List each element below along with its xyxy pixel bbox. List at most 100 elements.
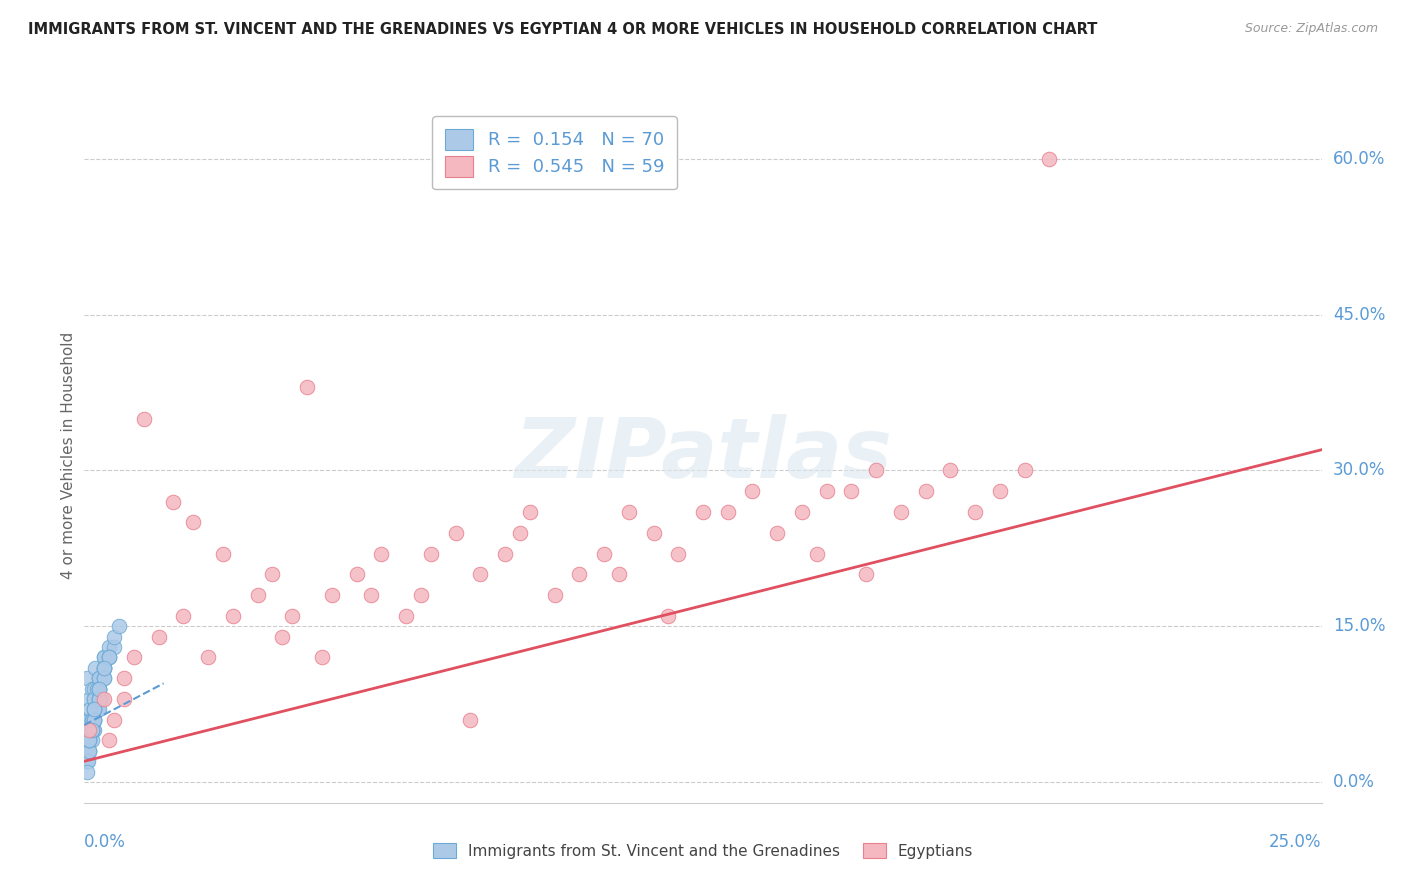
Point xyxy=(84,661,107,675)
Point xyxy=(83,723,105,738)
Text: 0.0%: 0.0% xyxy=(1333,773,1375,791)
Point xyxy=(103,630,125,644)
Y-axis label: 4 or more Vehicles in Household: 4 or more Vehicles in Household xyxy=(60,331,76,579)
Point xyxy=(89,692,111,706)
Point xyxy=(83,713,105,727)
Point xyxy=(89,671,111,685)
Point xyxy=(89,681,111,696)
Point xyxy=(93,661,115,675)
Point xyxy=(83,713,105,727)
Point xyxy=(1038,152,1060,166)
Point xyxy=(79,733,101,747)
Point xyxy=(509,525,531,540)
Point xyxy=(93,671,115,685)
Point xyxy=(409,588,432,602)
Point xyxy=(360,588,382,602)
Point xyxy=(321,588,343,602)
Point xyxy=(98,650,121,665)
Point xyxy=(122,650,145,665)
Point xyxy=(89,671,111,685)
Point xyxy=(112,692,135,706)
Point xyxy=(395,608,418,623)
Point xyxy=(172,608,194,623)
Point xyxy=(939,463,962,477)
Point xyxy=(93,671,115,685)
Point xyxy=(76,754,98,768)
Legend: Immigrants from St. Vincent and the Grenadines, Egyptians: Immigrants from St. Vincent and the Gren… xyxy=(426,837,980,864)
Point xyxy=(80,723,103,738)
Text: 30.0%: 30.0% xyxy=(1333,461,1385,480)
Point xyxy=(271,630,294,644)
Point xyxy=(93,661,115,675)
Point xyxy=(87,702,110,716)
Text: ZIPatlas: ZIPatlas xyxy=(515,415,891,495)
Point xyxy=(79,723,101,738)
Point xyxy=(568,567,591,582)
Point xyxy=(76,764,98,779)
Text: IMMIGRANTS FROM ST. VINCENT AND THE GRENADINES VS EGYPTIAN 4 OR MORE VEHICLES IN: IMMIGRANTS FROM ST. VINCENT AND THE GREN… xyxy=(28,22,1098,37)
Point xyxy=(93,692,115,706)
Point xyxy=(841,484,863,499)
Point xyxy=(246,588,269,602)
Point xyxy=(890,505,912,519)
Point xyxy=(148,630,170,644)
Point xyxy=(98,650,121,665)
Point xyxy=(222,608,245,623)
Point xyxy=(80,723,103,738)
Point xyxy=(80,733,103,747)
Point xyxy=(311,650,333,665)
Point xyxy=(741,484,763,499)
Point xyxy=(103,713,125,727)
Point xyxy=(89,702,111,716)
Point xyxy=(77,733,100,747)
Point xyxy=(89,671,111,685)
Point xyxy=(806,547,828,561)
Point xyxy=(86,692,108,706)
Point xyxy=(1014,463,1036,477)
Point xyxy=(77,733,100,747)
Point xyxy=(855,567,877,582)
Point xyxy=(80,723,103,738)
Point xyxy=(83,702,105,716)
Point xyxy=(108,619,131,633)
Point xyxy=(494,547,516,561)
Point xyxy=(82,723,104,738)
Point xyxy=(790,505,813,519)
Point xyxy=(93,661,115,675)
Point xyxy=(80,681,103,696)
Point xyxy=(112,671,135,685)
Point xyxy=(83,702,105,716)
Point xyxy=(197,650,219,665)
Point xyxy=(617,505,640,519)
Point xyxy=(79,723,101,738)
Point xyxy=(593,547,616,561)
Point xyxy=(79,744,101,758)
Text: 0.0%: 0.0% xyxy=(84,833,127,851)
Point xyxy=(103,640,125,654)
Point xyxy=(79,744,101,758)
Point xyxy=(89,681,111,696)
Point xyxy=(79,733,101,747)
Point xyxy=(865,463,887,477)
Text: 25.0%: 25.0% xyxy=(1270,833,1322,851)
Text: 60.0%: 60.0% xyxy=(1333,150,1385,168)
Text: 15.0%: 15.0% xyxy=(1333,617,1385,635)
Text: Source: ZipAtlas.com: Source: ZipAtlas.com xyxy=(1244,22,1378,36)
Point xyxy=(370,547,392,561)
Point xyxy=(89,681,111,696)
Point xyxy=(444,525,467,540)
Point xyxy=(543,588,565,602)
Point xyxy=(419,547,441,561)
Point xyxy=(914,484,936,499)
Point xyxy=(77,754,100,768)
Point xyxy=(86,681,108,696)
Point xyxy=(470,567,492,582)
Point xyxy=(93,650,115,665)
Point xyxy=(666,547,689,561)
Point xyxy=(79,733,101,747)
Point xyxy=(98,640,121,654)
Point xyxy=(83,681,105,696)
Point xyxy=(766,525,789,540)
Point xyxy=(75,744,97,758)
Point xyxy=(346,567,368,582)
